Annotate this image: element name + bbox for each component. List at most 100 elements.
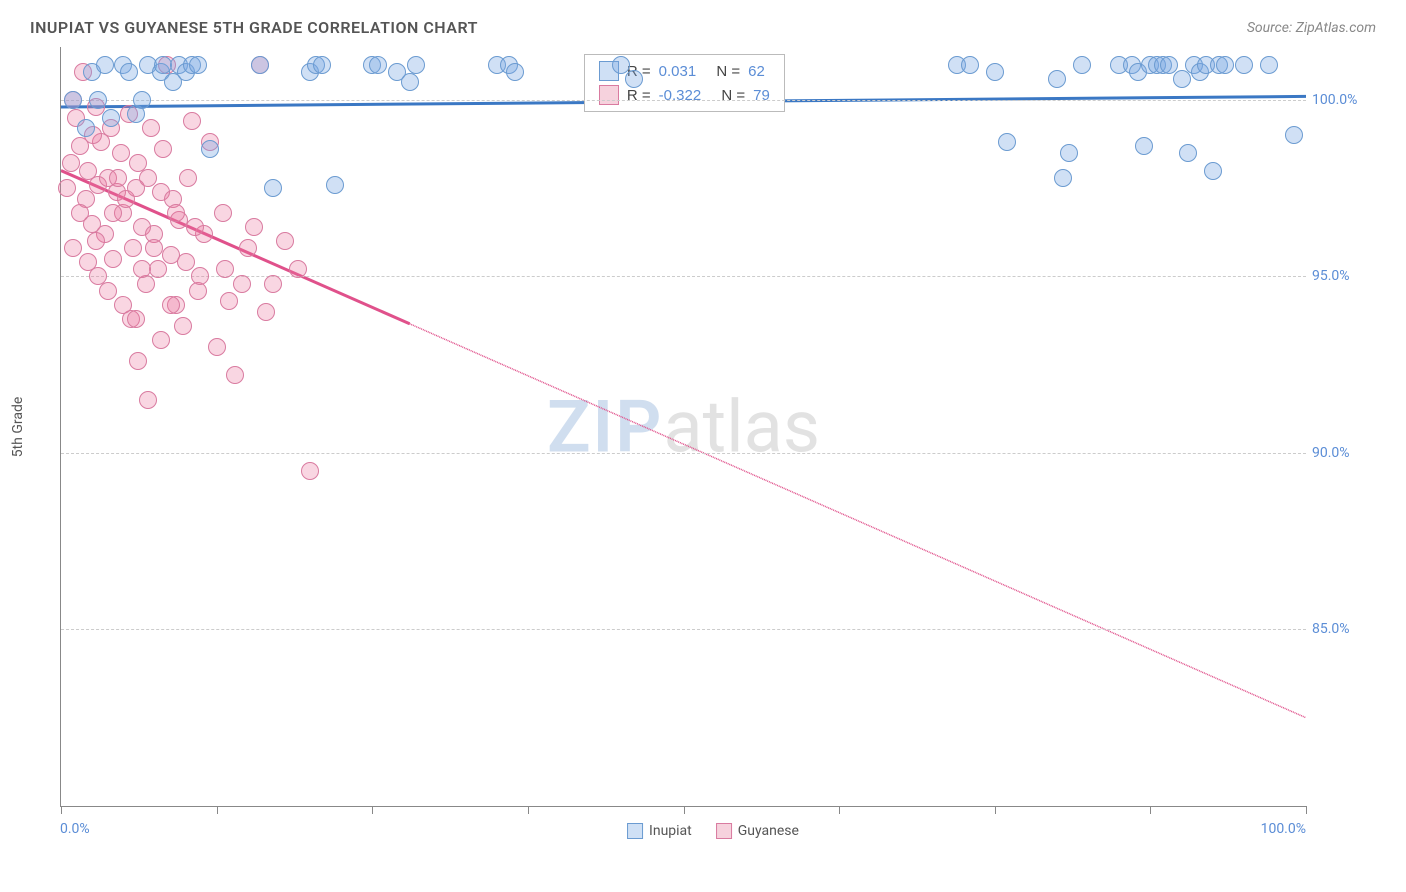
- point-guyanese: [62, 154, 80, 172]
- point-guyanese: [289, 260, 307, 278]
- trend-lines: [61, 47, 1306, 806]
- point-guyanese: [183, 112, 201, 130]
- point-inupiat: [369, 56, 387, 74]
- legend: Inupiat Guyanese: [627, 823, 799, 839]
- point-inupiat: [1285, 126, 1303, 144]
- point-guyanese: [264, 275, 282, 293]
- x-tick: [528, 806, 529, 814]
- legend-item-b: Guyanese: [716, 823, 799, 839]
- point-inupiat: [998, 133, 1016, 151]
- point-inupiat: [986, 63, 1004, 81]
- point-guyanese: [124, 239, 142, 257]
- x-tick: [1306, 806, 1307, 814]
- x-tick: [217, 806, 218, 814]
- point-inupiat: [1260, 56, 1278, 74]
- point-guyanese: [71, 204, 89, 222]
- watermark: ZIPatlas: [547, 384, 820, 469]
- x-tick: [1150, 806, 1151, 814]
- chart-title: INUPIAT VS GUYANESE 5TH GRADE CORRELATIO…: [30, 18, 478, 37]
- point-inupiat: [1160, 56, 1178, 74]
- point-guyanese: [145, 239, 163, 257]
- point-inupiat: [189, 56, 207, 74]
- scatter-plot: ZIPatlas R = 0.031 N = 62 R = -0.322 N =…: [60, 47, 1306, 807]
- point-inupiat: [264, 179, 282, 197]
- correlation-row-b: R = -0.322 N = 79: [599, 85, 770, 105]
- point-inupiat: [96, 56, 114, 74]
- point-guyanese: [152, 331, 170, 349]
- point-guyanese: [87, 232, 105, 250]
- n-value-b: 79: [753, 87, 770, 104]
- point-guyanese: [301, 462, 319, 480]
- x-tick: [684, 806, 685, 814]
- point-guyanese: [177, 253, 195, 271]
- y-tick-label: 90.0%: [1312, 445, 1372, 461]
- point-guyanese: [127, 310, 145, 328]
- point-guyanese: [64, 239, 82, 257]
- point-inupiat: [1204, 162, 1222, 180]
- point-inupiat: [120, 63, 138, 81]
- point-guyanese: [220, 292, 238, 310]
- r-label-b: R =: [627, 87, 651, 104]
- point-guyanese: [257, 303, 275, 321]
- point-inupiat: [102, 109, 120, 127]
- legend-label-b: Guyanese: [738, 823, 799, 839]
- legend-label-a: Inupiat: [649, 823, 692, 839]
- n-value-a: 62: [748, 63, 765, 80]
- point-inupiat: [64, 91, 82, 109]
- point-guyanese: [142, 119, 160, 137]
- point-inupiat: [133, 91, 151, 109]
- point-guyanese: [276, 232, 294, 250]
- point-guyanese: [233, 275, 251, 293]
- point-inupiat: [407, 56, 425, 74]
- point-inupiat: [401, 73, 419, 91]
- point-guyanese: [114, 296, 132, 314]
- n-label-a: N =: [716, 63, 740, 80]
- point-inupiat: [1060, 144, 1078, 162]
- point-inupiat: [1054, 169, 1072, 187]
- point-guyanese: [139, 391, 157, 409]
- point-inupiat: [1235, 56, 1253, 74]
- point-inupiat: [1135, 137, 1153, 155]
- x-tick: [61, 806, 62, 814]
- point-guyanese: [99, 282, 117, 300]
- point-guyanese: [208, 338, 226, 356]
- point-inupiat: [326, 176, 344, 194]
- point-guyanese: [112, 144, 130, 162]
- point-guyanese: [191, 267, 209, 285]
- point-inupiat: [961, 56, 979, 74]
- point-guyanese: [239, 239, 257, 257]
- point-guyanese: [58, 179, 76, 197]
- point-guyanese: [139, 169, 157, 187]
- point-inupiat: [77, 119, 95, 137]
- point-guyanese: [174, 317, 192, 335]
- point-inupiat: [1173, 70, 1191, 88]
- gridline: [61, 100, 1306, 101]
- x-tick: [839, 806, 840, 814]
- point-inupiat: [1179, 144, 1197, 162]
- legend-item-a: Inupiat: [627, 823, 692, 839]
- swatch-b-icon: [599, 85, 619, 105]
- source-label: Source: ZipAtlas.com: [1247, 20, 1376, 36]
- x-max-label: 100.0%: [1261, 821, 1306, 837]
- point-guyanese: [179, 169, 197, 187]
- x-tick: [372, 806, 373, 814]
- point-guyanese: [104, 250, 122, 268]
- x-tick: [995, 806, 996, 814]
- point-inupiat: [1216, 56, 1234, 74]
- point-guyanese: [245, 218, 263, 236]
- point-inupiat: [251, 56, 269, 74]
- n-label-b: N =: [721, 87, 745, 104]
- point-guyanese: [226, 366, 244, 384]
- point-inupiat: [313, 56, 331, 74]
- point-guyanese: [129, 352, 147, 370]
- point-inupiat: [1048, 70, 1066, 88]
- y-axis-label: 5th Grade: [10, 397, 26, 458]
- y-tick-label: 100.0%: [1312, 92, 1372, 108]
- r-value-a: 0.031: [659, 63, 697, 80]
- point-guyanese: [109, 169, 127, 187]
- point-inupiat: [201, 140, 219, 158]
- point-inupiat: [1073, 56, 1091, 74]
- r-value-b: -0.322: [659, 87, 702, 104]
- gridline: [61, 453, 1306, 454]
- point-inupiat: [506, 63, 524, 81]
